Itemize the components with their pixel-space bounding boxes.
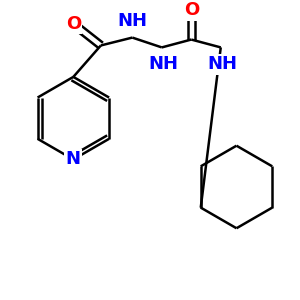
Text: NH: NH: [117, 12, 147, 30]
Text: O: O: [184, 1, 199, 19]
Text: N: N: [66, 151, 81, 169]
Text: O: O: [66, 15, 81, 33]
Text: NH: NH: [149, 55, 179, 73]
Text: NH: NH: [208, 55, 238, 73]
